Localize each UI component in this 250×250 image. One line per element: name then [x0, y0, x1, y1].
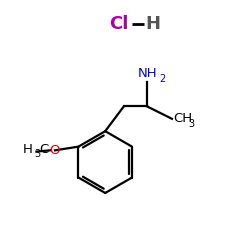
Text: O: O — [50, 144, 60, 157]
Text: CH: CH — [173, 112, 192, 125]
Text: C: C — [40, 143, 49, 156]
Text: Cl: Cl — [109, 15, 129, 33]
Text: 3: 3 — [34, 148, 40, 158]
Text: 2: 2 — [159, 74, 165, 84]
Text: H: H — [23, 143, 33, 156]
Text: 3: 3 — [189, 119, 195, 129]
Text: H: H — [145, 15, 160, 33]
Text: NH: NH — [138, 67, 157, 80]
